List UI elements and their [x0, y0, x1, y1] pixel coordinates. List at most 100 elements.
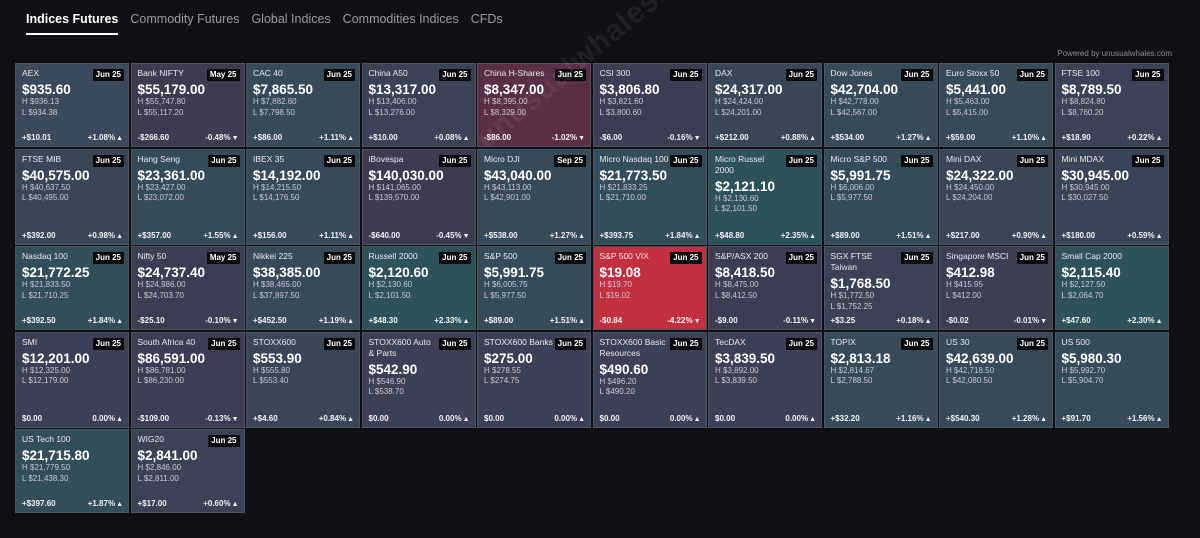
index-tile[interactable]: Mini MDAX Jun 25 $30,945.00 H $30,945.00 L $… — [1054, 148, 1169, 245]
index-tile[interactable]: S&P 500 VIX Jun 25 $19.08 H $19.70 L $19.02 -… — [592, 246, 707, 330]
index-tile[interactable]: S&P 500 Jun 25 $5,991.75 H $6,005.75 L $5,97… — [477, 246, 591, 330]
tile-change-row: +$180.00 +0.59%▲ — [1062, 231, 1163, 240]
tile-price: $490.60 — [599, 361, 649, 377]
triangle-up-icon: ▲ — [578, 232, 585, 240]
index-tile[interactable]: South Africa 40 Jun 25 $86,591.00 H $86,781… — [130, 331, 245, 428]
tile-change-row: +$48.80 +2.35%▲ — [715, 231, 816, 240]
index-tile[interactable]: CAC 40 Jun 25 $7,865.50 H $7,882.60 L $7,798… — [246, 63, 360, 147]
index-tile[interactable]: AEX Jun 25 $935.60 H $936.13 L $934.38 +$10.0… — [15, 63, 129, 147]
tile-high: H $42,778.00 — [830, 97, 879, 106]
tile-change: +$357.00 — [137, 230, 172, 240]
triangle-up-icon: ▲ — [462, 318, 470, 325]
triangle-up-icon: ▲ — [809, 232, 816, 240]
tile-high: H $24,986.00 — [137, 280, 186, 289]
index-tile[interactable]: Russell 2000 Jun 25 $2,120.60 H $2,130.60 L … — [361, 246, 476, 330]
tile-high: H $8,475.00 — [715, 280, 759, 289]
tile-price: $38,385.00 — [253, 265, 321, 280]
tile-change-row: -$109.00 -0.13%▼ — [138, 414, 239, 423]
tile-percent-value: +0.59% — [1127, 230, 1155, 240]
index-tile[interactable]: US 500 $5,980.30 H $5,992.70 L $5,904.70 +$9… — [1054, 331, 1169, 428]
tile-high: H $21,833.50 — [22, 280, 71, 289]
index-tile[interactable]: TOPIX Jun 25 $2,813.18 H $2,814.67 L $2,788.… — [823, 331, 938, 428]
index-tile[interactable]: Dow Jones Jun 25 $42,704.00 H $42,778.00 L $… — [823, 63, 938, 147]
tile-change: +$48.30 — [368, 316, 398, 325]
index-tile[interactable]: DAX Jun 25 $24,317.00 H $24,424.00 L $24,201… — [708, 63, 822, 147]
index-tile[interactable]: China A50 Jun 25 $13,317.00 H $13,406.00 L $… — [361, 63, 476, 147]
expiry-badge: Jun 25 — [323, 69, 355, 81]
tile-percent-value: +1.10% — [1011, 133, 1040, 142]
index-tile[interactable]: Nasdaq 100 Jun 25 $21,772.25 H $21,833.50 L … — [15, 246, 129, 330]
index-tile[interactable]: Micro DJI Sep 25 $43,040.00 H $43,113.00 L $… — [477, 148, 591, 245]
index-tile[interactable]: TecDAX Jun 25 $3,839.50 H $3,892.00 L $3,839… — [708, 331, 822, 428]
tile-name: S&P/ASX 200 — [715, 251, 768, 261]
index-tile[interactable]: S&P/ASX 200 Jun 25 $8,418.50 H $8,475.00 L $… — [708, 246, 822, 330]
tile-change-row: -$0.02 -0.01%▼ — [946, 316, 1047, 325]
tile-low: L $8,412.50 — [715, 290, 757, 300]
tile-name: Euro Stoxx 50 — [946, 68, 1000, 78]
tile-change: +$156.00 — [253, 230, 287, 240]
tile-high: H $43,113.00 — [484, 182, 532, 192]
index-tile[interactable]: CSI 300 Jun 25 $3,806.80 H $3,821.60 L $3,80… — [592, 63, 707, 147]
tile-percent-value: +0.98% — [87, 230, 116, 240]
tab-cfds[interactable]: CFDs — [470, 12, 503, 26]
index-tile[interactable]: STOXX600 Banks Jun 25 $275.00 H $278.55 L $2… — [477, 331, 591, 428]
tile-change-row: $0.00 0.00%▲ — [369, 414, 470, 423]
tile-change: -$109.00 — [137, 413, 170, 423]
tile-percent: +0.22%▲ — [1127, 133, 1162, 142]
index-tile[interactable]: Singapore MSCI Jun 25 $412.98 H $415.95 L $4… — [939, 246, 1053, 330]
tile-low: L $412.00 — [946, 290, 982, 300]
triangle-up-icon: ▲ — [578, 318, 585, 325]
index-tile[interactable]: Nikkei 225 Jun 25 $38,385.00 H $38,465.00 L … — [246, 246, 360, 330]
index-tile[interactable]: Small Cap 2000 $2,115.40 H $2,127.50 L $2,0… — [1054, 246, 1169, 330]
index-tile[interactable]: Micro Nasdaq 100 Jun 25 $21,773.50 H $21,83… — [592, 148, 707, 245]
index-tile[interactable]: FTSE 100 Jun 25 $8,789.50 H $8,824.80 L $8,7… — [1054, 63, 1169, 147]
tile-high: H $5,992.70 — [1061, 365, 1106, 375]
tab-commodity-futures[interactable]: Commodity Futures — [130, 12, 240, 26]
tile-name: FTSE MIB — [22, 153, 62, 164]
tile-percent: +1.19%▲ — [319, 316, 354, 325]
index-tile[interactable]: STOXX600 Auto & Parts Jun 25 $542.90 H $546… — [361, 331, 476, 428]
index-tile[interactable]: Nifty 50 May 25 $24,737.40 H $24,986.00 L $2… — [130, 246, 245, 330]
tile-low: L $3,839.50 — [715, 376, 757, 385]
index-tile[interactable]: Micro S&P 500 Jun 25 $5,991.75 H $6,006.00 L… — [823, 148, 938, 245]
tile-change: +$18.90 — [1061, 133, 1091, 142]
tab-indices-futures[interactable]: Indices Futures — [26, 0, 119, 35]
index-tile[interactable]: SMI Jun 25 $12,201.00 H $12,325.00 L $12,179… — [15, 331, 129, 428]
index-tile[interactable]: Euro Stoxx 50 Jun 25 $5,441.00 H $5,463.00 L… — [939, 63, 1053, 147]
triangle-up-icon: ▲ — [116, 501, 123, 508]
tile-name: Micro Nasdaq 100 — [599, 153, 669, 164]
index-tile[interactable]: US 30 Jun 25 $42,639.00 H $42,718.50 L $42,0… — [939, 331, 1053, 428]
expiry-badge: Jun 25 — [1016, 252, 1048, 264]
index-tile[interactable]: SGX FTSE Taiwan Jun 25 $1,768.50 H $1,772.5… — [823, 246, 938, 330]
tile-high: H $40,637.50 — [22, 182, 71, 192]
tile-price: $5,991.75 — [830, 167, 891, 183]
index-tile[interactable]: FTSE MIB Jun 25 $40,575.00 H $40,637.50 L $4… — [15, 148, 129, 245]
tile-high: H $38,465.00 — [253, 280, 302, 289]
expiry-badge: Jun 25 — [208, 337, 240, 350]
tile-percent: +2.30%▲ — [1127, 316, 1162, 325]
tile-price: $8,347.00 — [484, 82, 545, 97]
index-tile[interactable]: Bank NIFTY May 25 $55,179.00 H $55,747.80 L … — [130, 63, 245, 147]
tile-change-row: +$89.00 +1.51%▲ — [484, 316, 585, 325]
index-tile[interactable]: Mini DAX Jun 25 $24,322.00 H $24,450.00 L $2… — [939, 148, 1053, 245]
tile-change: +$17.00 — [137, 499, 167, 508]
tab-commodities-indices[interactable]: Commodities Indices — [342, 12, 459, 26]
index-tile[interactable]: WIG20 Jun 25 $2,841.00 H $2,846.00 L $2,811.… — [130, 429, 245, 513]
tile-percent: +0.84%▲ — [319, 414, 354, 423]
tab-global-indices[interactable]: Global Indices — [251, 12, 331, 26]
tile-high: H $2,814.67 — [830, 365, 875, 375]
expiry-badge: Jun 25 — [670, 252, 702, 264]
index-tile[interactable]: iBovespa Jun 25 $140,030.00 H $141,065.00 L … — [361, 148, 476, 245]
index-tile[interactable]: Hang Seng Jun 25 $23,361.00 H $23,427.00 L $… — [130, 148, 245, 245]
index-tile[interactable]: IBEX 35 Jun 25 $14,192.00 H $14,215.50 L $14… — [246, 148, 360, 245]
index-tile[interactable]: China H-Shares Jun 25 $8,347.00 H $8,395.00… — [477, 63, 591, 147]
expiry-badge: Jun 25 — [1132, 69, 1164, 81]
index-tile[interactable]: STOXX600 Basic Resources Jun 25 $490.60 H $… — [592, 331, 707, 428]
tile-change-row: +$212.00 +0.88%▲ — [715, 133, 816, 142]
expiry-badge: Jun 25 — [439, 337, 471, 350]
index-tile[interactable]: Micro Russel 2000 Jun 25 $2,121.10 H $2,130… — [708, 148, 822, 245]
index-tile[interactable]: STOXX600 Jun 25 $553.90 H $555.80 L $553.40 +… — [246, 331, 360, 428]
expiry-badge: Jun 25 — [901, 337, 933, 350]
tile-name: AEX — [22, 68, 40, 78]
index-tile[interactable]: US Tech 100 $21,715.80 H $21,779.50 L $21,4… — [15, 429, 129, 513]
